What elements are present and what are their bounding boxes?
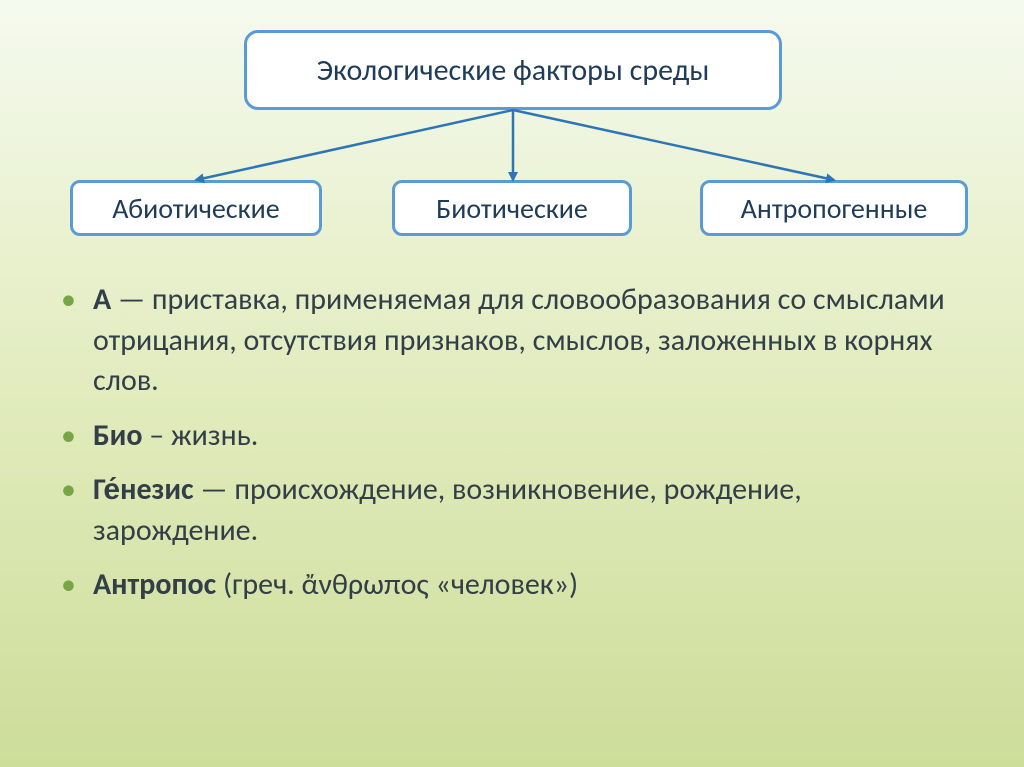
list-item: Антропос (греч. ἄνθρωπος «человек») — [55, 565, 955, 606]
list-item: А — приставка, применяемая для словообра… — [55, 280, 955, 402]
definition: (греч. ἄνθρωπος «человек») — [216, 566, 578, 603]
term: А — [93, 281, 111, 318]
definitions-list: А — приставка, применяемая для словообра… — [55, 280, 955, 620]
definition: — приставка, применяемая для словообразо… — [93, 281, 945, 399]
content: Экологические факторы среды Абиотические… — [0, 0, 1024, 767]
list-item: Био – жизнь. — [55, 416, 955, 457]
definition: — происхождение, возникновение, рождение… — [93, 471, 802, 549]
definition: – жизнь. — [143, 417, 259, 454]
list-item: Ге́незис — происхождение, возникновение,… — [55, 470, 955, 551]
term: Био — [93, 417, 143, 454]
diagram-arrows — [0, 0, 1024, 250]
term: Ге́незис — [93, 471, 194, 508]
term: Антропос — [93, 566, 216, 603]
